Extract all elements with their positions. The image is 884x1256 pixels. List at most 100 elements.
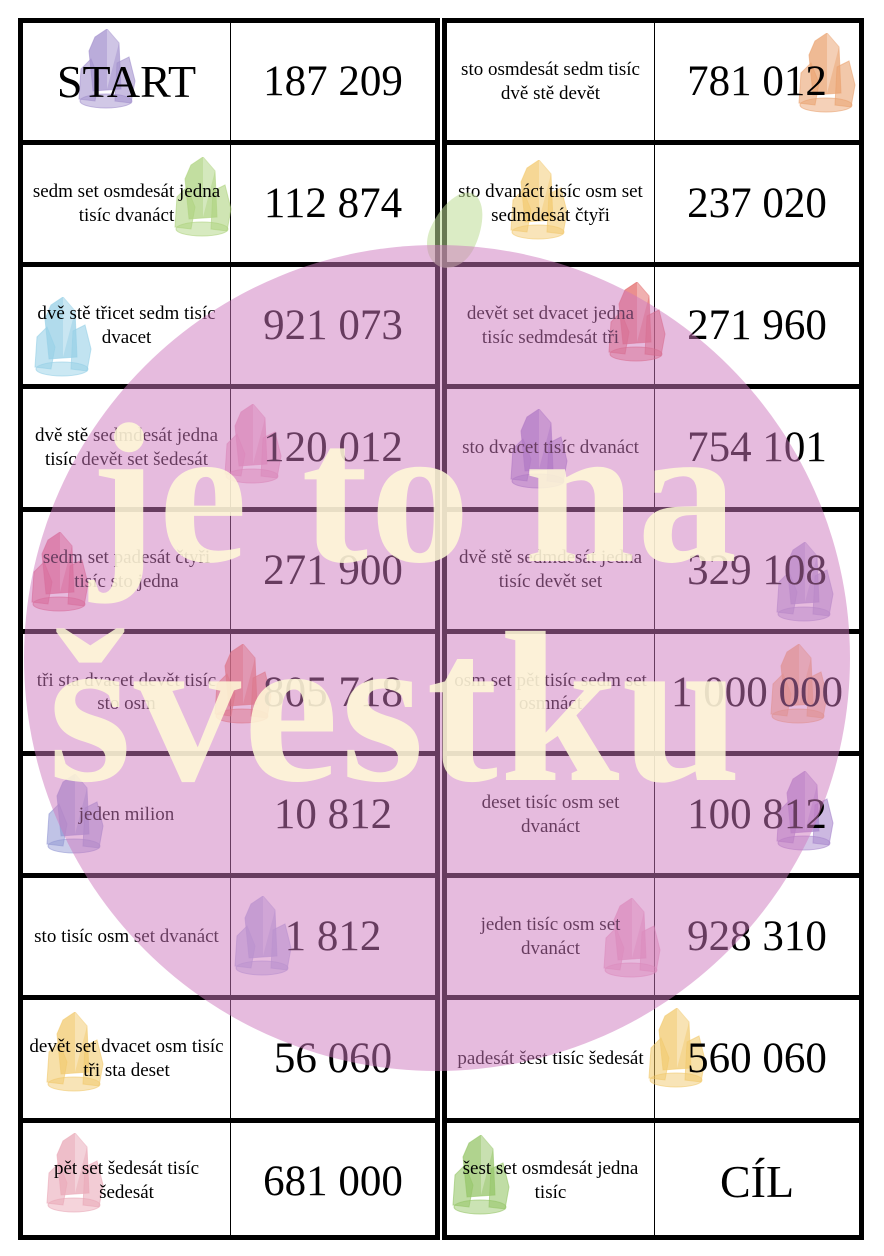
board-right-column: sto osmdesát sedm tisíc dvě stě devět 781… bbox=[442, 18, 864, 1240]
word-cell: jeden milion bbox=[23, 755, 231, 874]
word-cell: šest set osmdesát jedna tisíc bbox=[447, 1122, 655, 1240]
board-row: sto dvanáct tisíc osm set sedmdesát čtyř… bbox=[447, 140, 859, 263]
board-row: jeden tisíc osm set dvanáct 928 310 bbox=[447, 873, 859, 996]
crystal-icon bbox=[43, 1131, 105, 1213]
digit-cell: 921 073 bbox=[231, 267, 435, 384]
board-row: dvě stě sedmdesát jedna tisíc devět set 3… bbox=[447, 506, 859, 629]
word-cell: dvě stě sedmdesát jedna tisíc devět set … bbox=[23, 389, 231, 507]
word-number-text: tři sta dvacet devět tisíc sto osm bbox=[36, 669, 217, 715]
digit-cell: 112 874 bbox=[231, 145, 435, 262]
digit-number-text: 56 060 bbox=[273, 1035, 393, 1083]
crystal-icon bbox=[75, 28, 137, 109]
digit-cell: 560 060 bbox=[648, 1000, 859, 1117]
word-number-text: jeden milion bbox=[78, 803, 175, 825]
board-row: dvě stě třicet sedm tisíc dvacet 921 073 bbox=[23, 262, 435, 385]
word-cell: sto tisíc osm set dvanáct bbox=[23, 878, 231, 996]
word-cell: sedm set padesát čtyři tisíc sto jedna bbox=[23, 511, 231, 629]
word-cell: devět set dvacet osm tisíc tři sta deset bbox=[23, 1000, 231, 1118]
word-cell: osm set pět tisíc sedm set osmnáct bbox=[447, 633, 655, 751]
digit-number-text: 10 812 bbox=[273, 791, 393, 839]
board-row: devět set dvacet jedna tisíc sedmdesát t… bbox=[447, 262, 859, 385]
board-row: sto osmdesát sedm tisíc dvě stě devět 781… bbox=[447, 23, 859, 140]
word-cell: sto dvanáct tisíc osm set sedmdesát čtyř… bbox=[447, 145, 655, 263]
board-row: sedm set padesát čtyři tisíc sto jedna 27… bbox=[23, 506, 435, 629]
digit-number-text: 100 812 bbox=[687, 791, 827, 839]
digit-cell: 754 101 bbox=[655, 389, 859, 506]
board-left-column: START 187 209 sedm set osmdesát jedna tisí… bbox=[18, 18, 440, 1240]
digit-number-text: 928 310 bbox=[687, 913, 827, 961]
word-cell: dvě stě třicet sedm tisíc dvacet bbox=[23, 267, 231, 385]
board-row: pět set šedesát tisíc šedesát 681 000 bbox=[23, 1117, 435, 1240]
digit-number-text: 329 108 bbox=[687, 546, 827, 594]
word-number-text: padesát šest tisíc šedesát bbox=[457, 1048, 644, 1070]
word-number-text: sto dvanáct tisíc osm set sedmdesát čtyř… bbox=[458, 180, 643, 226]
board-row: deset tisíc osm set dvanáct 100 812 bbox=[447, 750, 859, 874]
board-row: padesát šest tisíc šedesát 560 060 bbox=[447, 995, 859, 1118]
board-row: osm set pět tisíc sedm set osmnáct 1 000 … bbox=[447, 628, 859, 751]
digit-number-text: 781 012 bbox=[687, 58, 827, 105]
board-row: jeden milion 10 812 bbox=[23, 750, 435, 874]
digit-cell: 10 812 bbox=[231, 756, 435, 873]
word-cell: sto osmdesát sedm tisíc dvě stě devět bbox=[447, 23, 655, 140]
digit-number-text: 754 101 bbox=[687, 424, 827, 472]
digit-cell: CÍL bbox=[655, 1123, 859, 1240]
word-number-text: jeden tisíc osm set dvanáct bbox=[480, 913, 621, 959]
crystal-icon bbox=[449, 1133, 511, 1215]
digit-cell: 928 310 bbox=[603, 878, 859, 995]
word-number-text: dvě stě sedmdesát jedna tisíc devět set … bbox=[34, 425, 219, 470]
word-cell: tři sta dvacet devět tisíc sto osm bbox=[23, 633, 231, 751]
digit-number-text: 187 209 bbox=[263, 58, 403, 105]
digit-cell: 271 900 bbox=[231, 512, 435, 629]
word-cell: START bbox=[23, 23, 231, 140]
word-number-text: devět set dvacet jedna tisíc sedmdesát t… bbox=[466, 303, 635, 348]
digit-number-text: 237 020 bbox=[687, 180, 827, 228]
board-row: devět set dvacet osm tisíc tři sta deset… bbox=[23, 995, 435, 1118]
digit-number-text: 805 718 bbox=[263, 668, 403, 716]
digit-cell: 1 000 000 bbox=[655, 634, 859, 751]
word-cell: dvě stě sedmdesát jedna tisíc devět set bbox=[447, 511, 655, 629]
digit-number-text: 120 012 bbox=[263, 424, 403, 472]
crystal-icon bbox=[507, 159, 569, 240]
digit-cell: 237 020 bbox=[655, 145, 859, 262]
word-number-text: osm set pět tisíc sedm set osmnáct bbox=[454, 669, 647, 715]
word-number-text: dvě stě sedmdesát jedna tisíc devět set bbox=[458, 547, 643, 593]
word-number-text: šest set osmdesát jedna tisíc bbox=[462, 1158, 639, 1204]
crystal-icon bbox=[171, 156, 233, 237]
digit-cell: 329 108 bbox=[655, 512, 859, 629]
board-row: tři sta dvacet devět tisíc sto osm 805 71… bbox=[23, 628, 435, 751]
crystal-icon bbox=[795, 32, 857, 113]
word-cell: padesát šest tisíc šedesát bbox=[447, 1000, 655, 1118]
digit-cell: 781 012 bbox=[655, 23, 859, 140]
digit-number-text: 1 812 bbox=[284, 913, 382, 961]
digit-cell: 805 718 bbox=[214, 634, 435, 751]
word-number-text: sto tisíc osm set dvanáct bbox=[34, 925, 219, 947]
word-number-text: devět set dvacet osm tisíc tři sta deset bbox=[29, 1036, 224, 1081]
word-cell: sto dvacet tisíc dvanáct bbox=[447, 389, 655, 507]
digit-cell: 681 000 bbox=[231, 1123, 435, 1240]
word-number-text: sto dvacet tisíc dvanáct bbox=[462, 437, 639, 459]
digit-number-text: 1 000 000 bbox=[671, 668, 843, 716]
word-number-text: dvě stě třicet sedm tisíc dvacet bbox=[37, 303, 216, 348]
word-cell: sedm set osmdesát jedna tisíc dvanáct bbox=[23, 145, 233, 263]
digit-cell: 56 060 bbox=[231, 1000, 435, 1117]
digit-number-text: 112 874 bbox=[263, 180, 403, 228]
word-number-text: sto osmdesát sedm tisíc dvě stě devět bbox=[461, 58, 640, 104]
digit-cell: 100 812 bbox=[655, 756, 859, 873]
digit-number-text: 921 073 bbox=[263, 302, 403, 350]
board-row: sedm set osmdesát jedna tisíc dvanáct 112… bbox=[23, 140, 435, 263]
word-number-text: sedm set osmdesát jedna tisíc dvanáct bbox=[32, 180, 221, 226]
word-number-text: sedm set padesát čtyři tisíc sto jedna bbox=[42, 547, 211, 593]
digit-cell: 271 960 bbox=[608, 267, 859, 384]
digit-number-text: 271 900 bbox=[263, 546, 403, 594]
word-cell: deset tisíc osm set dvanáct bbox=[447, 755, 655, 874]
board-row: sto tisíc osm set dvanáct 1 812 bbox=[23, 873, 435, 996]
digit-number-text: 681 000 bbox=[263, 1157, 403, 1205]
digit-number-text: 560 060 bbox=[687, 1035, 827, 1083]
board-row: šest set osmdesát jedna tisíc CÍL bbox=[447, 1117, 859, 1240]
board-row: START 187 209 bbox=[23, 23, 435, 140]
digit-number-text: CÍL bbox=[719, 1155, 795, 1207]
board-row: dvě stě sedmdesát jedna tisíc devět set … bbox=[23, 384, 435, 507]
word-number-text: START bbox=[56, 55, 197, 107]
word-cell: pět set šedesát tisíc šedesát bbox=[23, 1122, 231, 1240]
word-number-text: pět set šedesát tisíc šedesát bbox=[53, 1158, 200, 1204]
